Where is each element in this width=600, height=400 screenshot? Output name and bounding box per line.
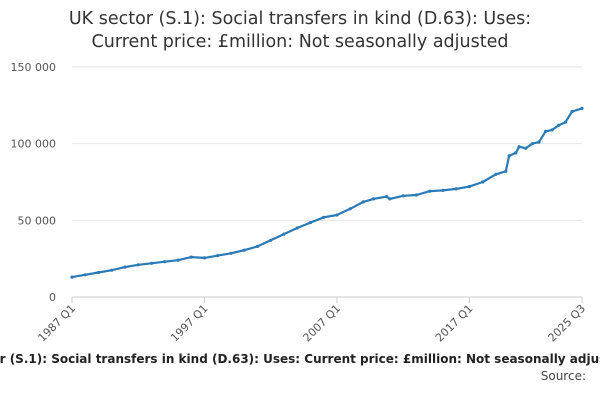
data-point	[494, 172, 498, 176]
data-point	[70, 275, 74, 279]
data-point	[255, 244, 260, 248]
data-point	[361, 200, 365, 204]
data-point	[308, 221, 312, 225]
data-point	[149, 261, 154, 265]
data-point	[414, 193, 418, 197]
data-point	[83, 273, 87, 277]
data-point	[481, 180, 485, 184]
data-point	[216, 254, 220, 258]
data-point	[544, 129, 548, 133]
y-tick-label: 150 000	[11, 61, 57, 74]
data-point	[441, 188, 445, 192]
data-point	[242, 248, 246, 252]
data-point	[163, 260, 167, 264]
data-point	[189, 255, 193, 259]
data-point	[557, 123, 561, 127]
data-point	[517, 145, 521, 149]
chart-title-line-1: UK sector (S.1): Social transfers in kin…	[68, 9, 532, 29]
data-point	[202, 256, 207, 260]
x-tick-label: 2007 Q1	[301, 302, 344, 345]
data-point	[504, 169, 508, 173]
data-point	[537, 140, 541, 144]
data-point	[388, 197, 392, 201]
data-point	[580, 106, 584, 110]
chart-title: UK sector (S.1): Social transfers in kin…	[0, 8, 600, 54]
chart-title-line-2: Current price: £million: Not seasonally …	[91, 32, 509, 52]
data-point	[371, 197, 375, 201]
data-point	[530, 142, 534, 146]
legend-label: UK sector (S.1): Social transfers in kin…	[0, 352, 600, 366]
data-point	[96, 270, 101, 275]
data-point	[110, 268, 114, 272]
data-point	[550, 128, 554, 132]
y-tick-label: 100 000	[11, 138, 57, 151]
x-tick-label: 2025 Q3	[546, 302, 589, 345]
data-point	[507, 154, 511, 158]
data-point	[524, 146, 528, 150]
data-point	[123, 265, 127, 269]
data-point	[282, 232, 286, 236]
data-point	[570, 109, 574, 114]
data-point	[514, 151, 518, 155]
data-point	[401, 194, 405, 198]
data-point	[563, 120, 568, 124]
x-tick-label: 2017 Q1	[433, 302, 476, 345]
data-point	[176, 258, 180, 262]
x-tick-label: 1997 Q1	[168, 302, 211, 345]
data-point	[335, 213, 339, 217]
data-point	[229, 251, 233, 255]
y-tick-label: 0	[49, 291, 56, 304]
data-point	[348, 207, 352, 211]
source-label: Source:	[540, 369, 586, 383]
data-point	[428, 189, 432, 193]
data-point	[385, 195, 389, 199]
data-point	[269, 238, 273, 242]
data-point	[136, 263, 140, 267]
legend-entry: UK sector (S.1): Social transfers in kin…	[0, 352, 600, 366]
y-tick-label: 50 000	[18, 214, 57, 227]
data-point	[467, 185, 471, 189]
data-point	[295, 226, 299, 230]
series-line	[71, 107, 583, 279]
x-tick-label: 1987 Q1	[36, 302, 79, 345]
data-point	[454, 187, 458, 191]
data-point	[322, 215, 326, 219]
